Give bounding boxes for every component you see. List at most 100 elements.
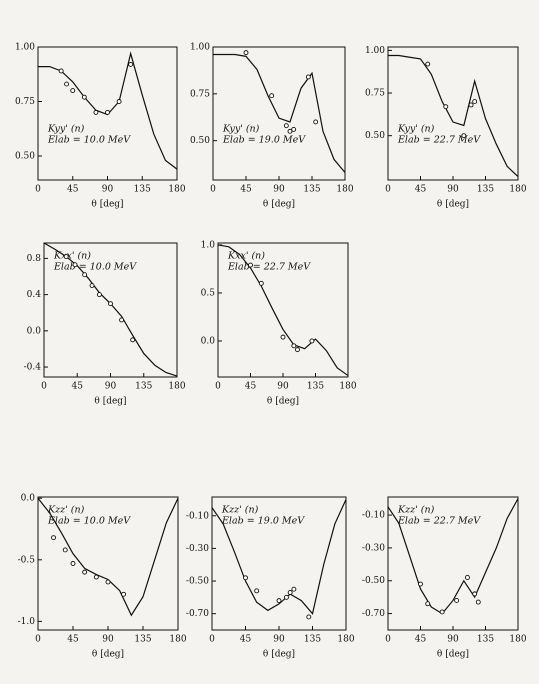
data-point [93, 109, 99, 115]
data-point [475, 599, 481, 605]
annotation: Elab = 19.0 MeV [221, 516, 305, 527]
x-tick-label: 135 [307, 382, 324, 392]
data-point [116, 99, 122, 104]
x-tick-label: 135 [477, 185, 494, 195]
x-tick-label: 135 [134, 635, 151, 645]
y-tick-label: 1.00 [15, 43, 35, 53]
y-tick-label: 1.00 [365, 46, 385, 56]
y-tick-label: 0.50 [365, 131, 385, 141]
y-tick-label: 0.4 [27, 290, 42, 300]
data-point [305, 74, 311, 80]
y-tick-label: 0.75 [15, 97, 35, 107]
x-axis-label: θ [deg] [91, 200, 123, 210]
data-point [464, 575, 470, 580]
annotation: Elab = 22.7 MeV [227, 262, 311, 273]
x-tick-label: 0 [41, 382, 47, 392]
x-tick-label: 45 [67, 635, 79, 645]
annotation: Kyy' (n) [47, 124, 85, 135]
y-tick-label: -0.10 [362, 511, 385, 521]
x-tick-label: 180 [169, 635, 186, 645]
x-tick-label: 0 [209, 635, 215, 645]
data-point [439, 609, 445, 615]
y-tick-label: 0.0 [27, 326, 42, 336]
data-point [454, 597, 460, 603]
data-point [62, 547, 68, 553]
x-tick-label: 45 [67, 185, 79, 195]
data-point [121, 591, 127, 597]
x-axis-label: θ [deg] [263, 200, 295, 210]
y-tick-label: -0.5 [18, 555, 36, 565]
data-point [313, 119, 319, 125]
annotation: Elab = 22.7 MeV [397, 516, 481, 527]
x-tick-label: 135 [303, 185, 320, 195]
x-tick-label: 45 [245, 382, 257, 392]
x-tick-label: 90 [447, 185, 459, 195]
data-point [248, 262, 253, 268]
y-tick-label: 0.50 [15, 152, 35, 162]
data-point [283, 594, 289, 600]
theory-curve [387, 498, 519, 615]
x-axis-label: θ [deg] [94, 397, 126, 407]
y-tick-label: 0.75 [365, 89, 385, 99]
x-tick-label: 0 [385, 185, 391, 195]
data-point [254, 588, 260, 594]
x-tick-label: 180 [509, 185, 526, 195]
y-tick-label: -1.0 [18, 617, 36, 627]
data-point [64, 81, 70, 87]
data-point [468, 102, 474, 108]
y-tick-label: -0.10 [186, 511, 209, 521]
x-tick-label: 45 [415, 185, 427, 195]
data-point [72, 262, 78, 268]
x-tick-label: 180 [509, 635, 526, 645]
data-point [291, 343, 297, 349]
y-tick-label: -0.50 [186, 577, 209, 587]
x-tick-label: 180 [168, 185, 185, 195]
x-tick-label: 0 [35, 635, 41, 645]
y-tick-label: 0.0 [201, 336, 216, 346]
y-tick-label: 0.50 [190, 136, 210, 146]
data-point [89, 283, 95, 289]
x-tick-label: 0 [35, 185, 41, 195]
data-point [51, 535, 57, 541]
annotation: Kyy' (n) [222, 124, 260, 135]
data-point [58, 68, 64, 74]
data-point [443, 104, 449, 110]
x-tick-label: 45 [72, 382, 84, 392]
data-point [119, 317, 125, 323]
data-point [96, 292, 102, 298]
annotation: Kxx' (n) [53, 251, 91, 262]
data-point [130, 337, 136, 343]
annotation: Elab = 10.0 MeV [47, 135, 131, 146]
y-tick-label: 1.0 [201, 240, 216, 250]
x-tick-label: 90 [273, 185, 285, 195]
data-point [81, 94, 87, 100]
x-tick-label: 90 [102, 635, 114, 645]
x-tick-label: 90 [105, 382, 117, 392]
x-tick-label: 135 [304, 635, 321, 645]
data-point [82, 272, 88, 278]
x-tick-label: 180 [336, 185, 353, 195]
y-tick-label: 1.00 [190, 43, 210, 53]
data-point [105, 109, 110, 115]
data-point [243, 50, 249, 56]
x-tick-label: 0 [210, 185, 216, 195]
y-tick-label: -0.50 [362, 576, 385, 586]
x-axis-label: θ [deg] [267, 397, 299, 407]
annotation: Kxx' (n) [227, 251, 265, 262]
data-point [105, 579, 111, 585]
x-tick-label: 135 [477, 635, 494, 645]
annotation: Elab = 10.0 MeV [53, 262, 137, 273]
x-tick-label: 90 [273, 635, 285, 645]
y-tick-label: 0.75 [190, 89, 210, 99]
x-tick-label: 180 [168, 382, 185, 392]
y-tick-label: -0.4 [24, 363, 42, 373]
data-point [280, 334, 286, 340]
data-point [276, 598, 282, 604]
annotation: Kyy' (n) [397, 124, 435, 135]
y-tick-label: -0.70 [186, 609, 209, 619]
y-tick-label: -0.30 [186, 544, 209, 554]
x-tick-label: 0 [385, 635, 391, 645]
x-tick-label: 45 [240, 635, 252, 645]
theory-curve [211, 499, 347, 615]
